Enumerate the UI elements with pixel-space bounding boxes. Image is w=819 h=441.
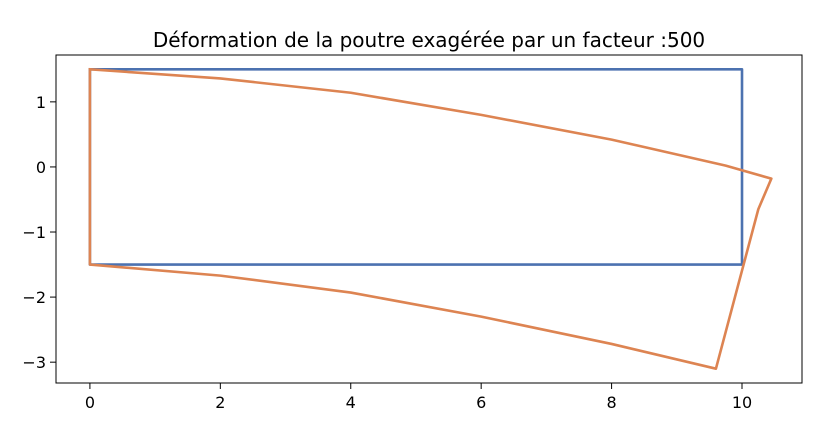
x-axis: 0 2 4 6 8 10: [85, 383, 752, 412]
series-line-1: [88, 67, 773, 370]
x-tick-label-4: 8: [606, 393, 616, 412]
x-tick-label-5: 10: [732, 393, 752, 412]
y-tick-label-1: 0: [36, 158, 46, 177]
series-layer: [88, 67, 773, 370]
chart-title: Déformation de la poutre exagérée par un…: [153, 28, 705, 52]
y-tick-label-2: −1: [22, 223, 46, 242]
x-tick-label-2: 4: [346, 393, 356, 412]
x-tick-label-1: 2: [215, 393, 225, 412]
x-tick-label-0: 0: [85, 393, 95, 412]
y-tick-label-4: −3: [22, 353, 46, 372]
y-tick-label-0: 1: [36, 93, 46, 112]
x-tick-label-3: 6: [476, 393, 486, 412]
plot-frame: [55, 54, 803, 384]
y-axis: 1 0 −1 −2 −3: [22, 93, 56, 372]
y-tick-label-3: −2: [22, 288, 46, 307]
